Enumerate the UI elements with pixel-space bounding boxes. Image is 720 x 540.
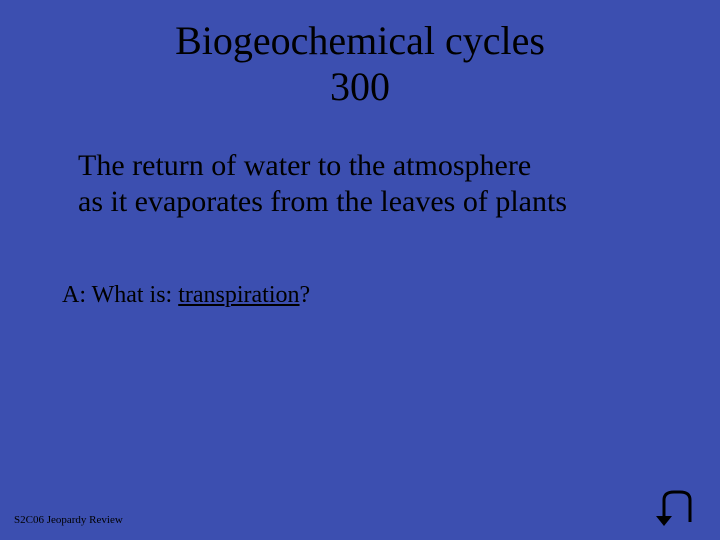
footer-text: S2C06 Jeopardy Review [14, 514, 123, 526]
back-button[interactable] [652, 486, 700, 526]
point-value: 300 [0, 64, 720, 110]
clue-line-2: as it evaporates from the leaves of plan… [78, 184, 680, 220]
u-turn-arrow-icon [652, 486, 700, 526]
clue-line-1: The return of water to the atmosphere [78, 148, 680, 184]
slide-title-block: Biogeochemical cycles 300 [0, 0, 720, 110]
clue-text: The return of water to the atmosphere as… [0, 110, 720, 220]
answer-suffix: ? [300, 282, 311, 308]
category-title: Biogeochemical cycles [0, 18, 720, 64]
answer-term: transpiration [178, 282, 299, 308]
answer-prefix: A: What is: [62, 282, 178, 308]
answer-text: A: What is: transpiration? [0, 220, 720, 309]
